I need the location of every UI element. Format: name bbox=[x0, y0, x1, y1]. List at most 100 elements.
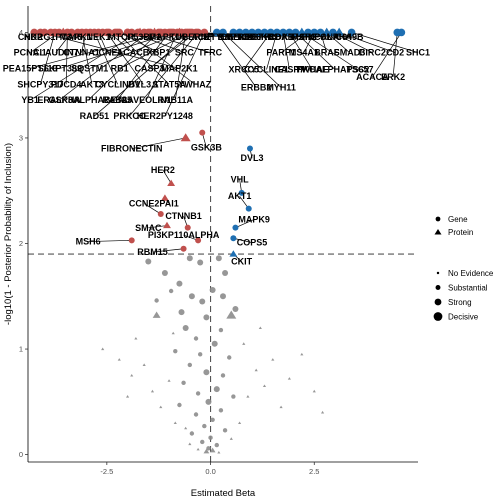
point-rab11a bbox=[181, 28, 190, 37]
point-label: PCNA bbox=[314, 32, 340, 42]
point-label: ACACA bbox=[356, 72, 389, 82]
point-birc2 bbox=[329, 28, 337, 37]
point-label: DVL3 bbox=[241, 153, 264, 163]
leader-line bbox=[326, 32, 350, 53]
point-label: GSK3B bbox=[191, 143, 223, 153]
point-label: MAP2K1 bbox=[161, 63, 198, 73]
point-nonsignificant bbox=[300, 352, 304, 356]
legend-label: Strong bbox=[448, 298, 472, 307]
point-nonsignificant bbox=[206, 446, 211, 451]
point-label: MS4A1 bbox=[289, 48, 319, 58]
point-c049b bbox=[260, 28, 269, 37]
point-egfr bbox=[235, 28, 244, 37]
y-tick-label: 0 bbox=[19, 450, 23, 459]
point-akt1 bbox=[245, 205, 252, 212]
point-label: AKT3 bbox=[80, 79, 104, 89]
point-label: CYCLINE1 bbox=[244, 65, 289, 75]
point-label: C049B bbox=[336, 32, 365, 42]
point-label: RAD51 bbox=[80, 111, 110, 121]
point-tsc2 bbox=[296, 27, 307, 36]
point-pai1 bbox=[160, 194, 169, 201]
point-label: NEK1 bbox=[87, 32, 111, 42]
x-tick-label: -2.5 bbox=[100, 467, 113, 476]
y-axis-title: -log10(1 - Posterior Probability of Incl… bbox=[3, 143, 14, 325]
legend-triangle-key bbox=[434, 229, 442, 235]
point-label: BAP1C4 bbox=[218, 32, 254, 42]
y-tick-label: 1 bbox=[19, 345, 23, 354]
point-raf1 bbox=[248, 28, 256, 37]
point-nonsignificant bbox=[205, 398, 212, 405]
point-dvl3-1 bbox=[103, 28, 111, 37]
leader-line bbox=[29, 32, 166, 69]
point-label: RPS6KB1 bbox=[238, 32, 280, 42]
y-tick-label: 4 bbox=[19, 28, 23, 37]
legend-label: Substantial bbox=[448, 284, 488, 293]
point-map2k1 bbox=[36, 28, 45, 37]
point-label: RAF1 bbox=[292, 32, 316, 42]
point-nonsignificant bbox=[229, 437, 233, 440]
point-label: PAI1 bbox=[159, 199, 178, 209]
point-label: CAVEOLIN1 bbox=[121, 95, 172, 105]
point-label: CD2 bbox=[386, 48, 404, 58]
point-nonsignificant bbox=[242, 342, 246, 345]
point-label: PARP1 bbox=[266, 48, 295, 58]
leader-line bbox=[351, 32, 419, 53]
point-label: ADAR bbox=[268, 32, 294, 42]
point-nonsignificant bbox=[193, 336, 199, 341]
point-shcpy317 bbox=[51, 28, 59, 37]
point-rab25 bbox=[165, 28, 173, 37]
point-nonsignificant bbox=[173, 421, 177, 424]
legend-size-key bbox=[435, 285, 441, 290]
leader-line bbox=[282, 32, 290, 70]
point-braf bbox=[316, 28, 325, 37]
point-label: ERALPHA bbox=[37, 95, 81, 105]
legend: Gene Protein No Evidence Substantial Strong D… bbox=[433, 215, 494, 322]
point-nonsignificant bbox=[258, 326, 262, 329]
point-pkcalpha bbox=[254, 28, 263, 37]
point-label: CHK2 bbox=[18, 32, 43, 42]
point-chek1 bbox=[229, 28, 238, 37]
point-nonsignificant bbox=[186, 255, 193, 262]
point-label: DVL3.1 bbox=[128, 79, 159, 89]
point-pi3kp110alpha bbox=[195, 237, 202, 244]
legend-label: Protein bbox=[448, 228, 473, 237]
point-label: BAP1C4 bbox=[218, 32, 254, 42]
point-label: RB1 bbox=[111, 63, 129, 73]
point-rbm15 bbox=[180, 245, 187, 252]
point-label: PDCD4 bbox=[51, 79, 82, 89]
point-nonsignificant bbox=[187, 362, 193, 368]
point-adar bbox=[242, 28, 250, 37]
point-label: CTNNB1 bbox=[165, 211, 202, 221]
leader-line bbox=[88, 239, 132, 242]
leader-line bbox=[59, 32, 174, 69]
point-nonsignificant bbox=[209, 447, 216, 453]
point-nonsignificant bbox=[279, 405, 283, 409]
point-nonsignificant bbox=[215, 255, 222, 262]
leader-line bbox=[131, 137, 186, 150]
leader-line bbox=[222, 32, 282, 88]
point-yb1 bbox=[134, 28, 142, 37]
point-label: ERK2 bbox=[381, 72, 405, 82]
leader-line bbox=[108, 32, 134, 53]
point-nonsignificant bbox=[208, 435, 213, 440]
point-nonsignificant bbox=[171, 331, 175, 335]
point-shc1 bbox=[347, 28, 356, 37]
point-label: MARK1 bbox=[60, 32, 92, 42]
leader-line bbox=[58, 32, 149, 101]
point-nonsignificant bbox=[182, 324, 189, 331]
point-label: EGFR bbox=[246, 32, 272, 42]
point-nonsignificant bbox=[287, 377, 291, 380]
point-nonsignificant bbox=[213, 386, 220, 393]
point-label: RAB25 bbox=[102, 95, 132, 105]
point-label: PKCALPHAPS657 bbox=[297, 65, 374, 75]
point-nonsignificant bbox=[220, 373, 226, 378]
point-nonsignificant bbox=[188, 442, 192, 446]
leader-line bbox=[152, 248, 184, 253]
leader-line bbox=[94, 32, 193, 117]
x-tick-label: 2.5 bbox=[309, 467, 319, 476]
point-label: GSK3ALPHABETA bbox=[48, 95, 128, 105]
point-label: BIRC2 bbox=[359, 48, 386, 58]
point-nonsignificant bbox=[134, 337, 138, 340]
point-nonsignificant bbox=[227, 355, 232, 360]
point-label: SRC bbox=[175, 48, 195, 58]
